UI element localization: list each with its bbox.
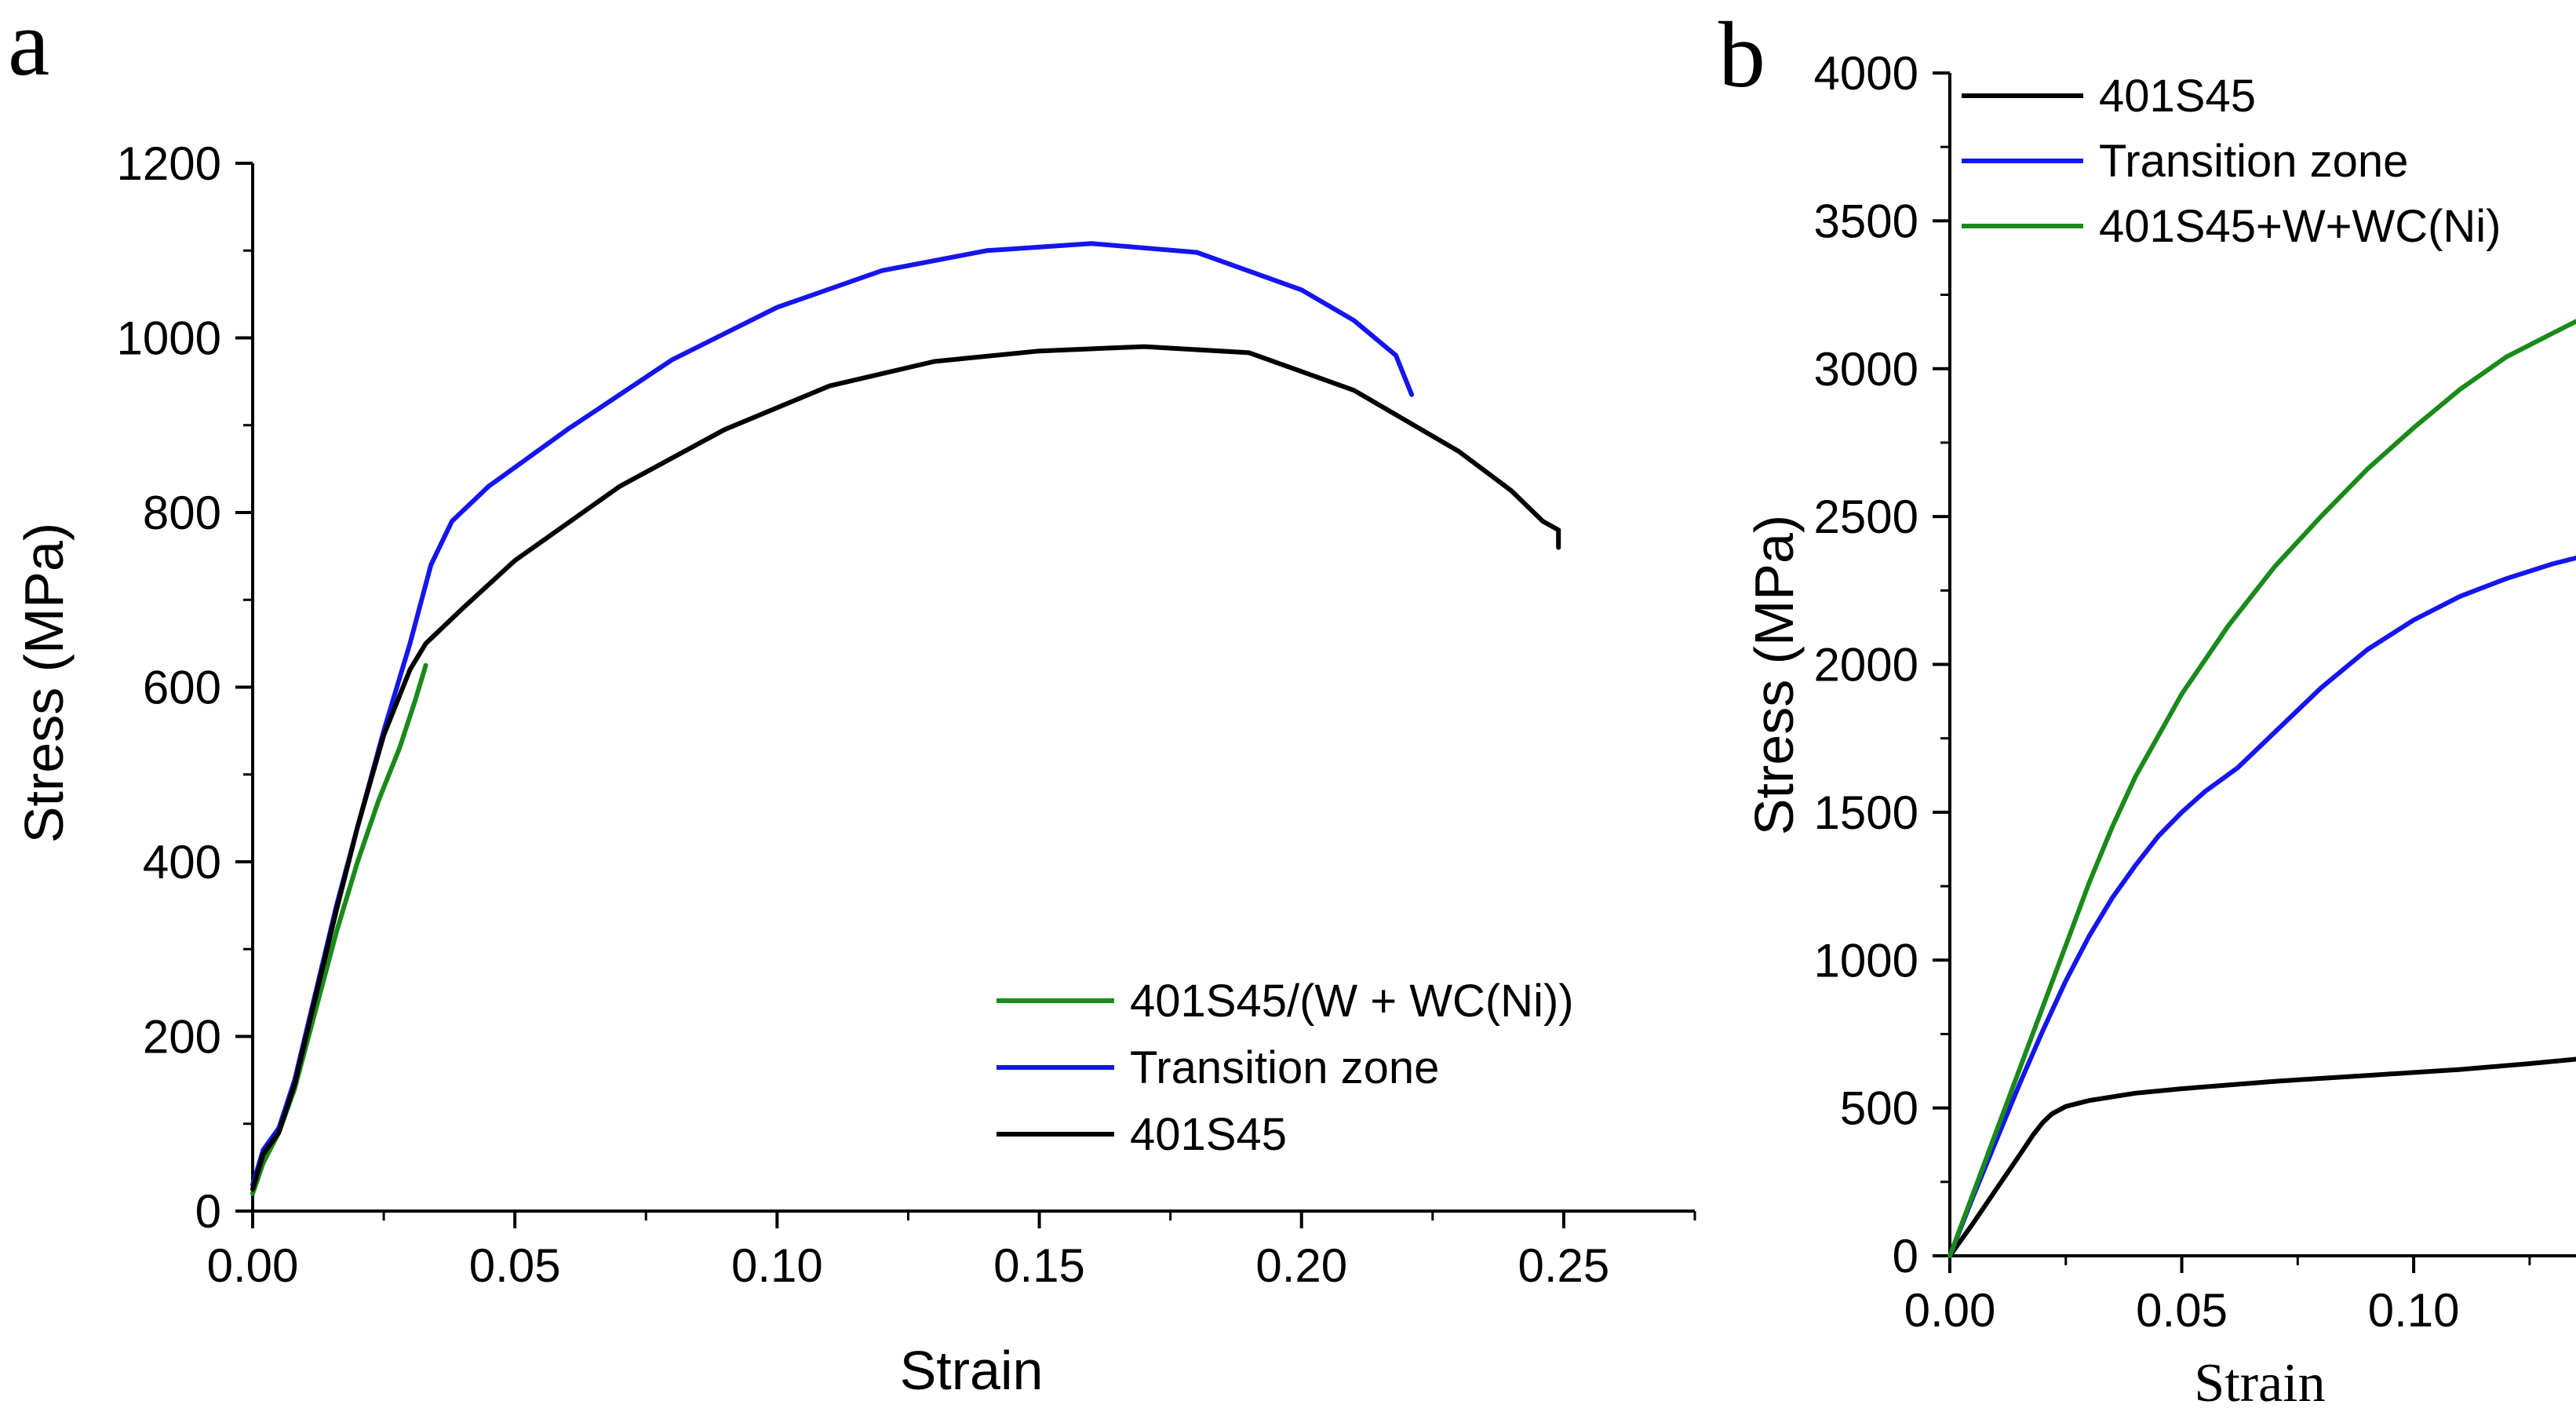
y-tick-label: 200 bbox=[143, 1011, 221, 1064]
panel-a-y-axis-title: Stress (MPa) bbox=[13, 523, 75, 843]
y-tick-label: 1000 bbox=[1814, 934, 1918, 987]
panel-b-legend: 401S45 Transition zone 401S45+W+WC(Ni) bbox=[1962, 71, 2501, 252]
y-tick-label: 1500 bbox=[1814, 786, 1918, 839]
x-tick-label: 0.05 bbox=[2136, 1284, 2228, 1337]
series-line-2 bbox=[1947, 555, 2576, 1258]
y-tick-label: 0 bbox=[1893, 1230, 1918, 1282]
panel-b-x-axis-title: Strain bbox=[2194, 1353, 2325, 1412]
y-tick-label: 500 bbox=[1840, 1082, 1918, 1135]
y-tick-label: 1000 bbox=[117, 312, 221, 365]
y-tick-label: 4000 bbox=[1814, 47, 1918, 100]
panel-a: a 0.00 0.05 0.10 0.15 0.20 0.25 0 200 400 600 800 1… bbox=[8, 0, 1696, 1401]
panel-a-series bbox=[250, 241, 1561, 1196]
y-tick-label: 2500 bbox=[1814, 491, 1918, 543]
legend-label: Transition zone bbox=[1130, 1042, 1439, 1093]
series-line-3 bbox=[1947, 319, 2576, 1258]
y-tick-label: 800 bbox=[143, 487, 221, 539]
y-tick-label: 0 bbox=[195, 1185, 221, 1238]
x-tick-label: 0.15 bbox=[993, 1239, 1085, 1292]
x-tick-label: 0.10 bbox=[2368, 1284, 2460, 1337]
legend-label: 401S45 bbox=[2099, 71, 2256, 122]
legend-label: 401S45 bbox=[1130, 1109, 1287, 1160]
legend-label: 401S45+W+WC(Ni) bbox=[2099, 201, 2501, 252]
y-tick-label: 600 bbox=[143, 662, 221, 714]
y-tick-label: 3000 bbox=[1814, 343, 1918, 396]
x-tick-label: 0.20 bbox=[1255, 1239, 1347, 1292]
series-line-3 bbox=[250, 344, 1561, 1192]
panel-b-axes: 0.00 0.05 0.10 0 500 1000 1500 2000 2500 3000 3500… bbox=[1814, 47, 2576, 1337]
panel-a-x-axis-title: Strain bbox=[900, 1340, 1044, 1401]
x-tick-label: 0.05 bbox=[469, 1239, 561, 1292]
legend-label: Transition zone bbox=[2099, 136, 2408, 187]
x-tick-label: 0.10 bbox=[731, 1239, 823, 1292]
series-line-1 bbox=[1947, 1056, 2576, 1258]
y-tick-label: 400 bbox=[143, 836, 221, 888]
panel-a-legend: 401S45/(W + WC(Ni)) Transition zone 401S45 bbox=[997, 976, 1574, 1160]
panel-a-axes: 0.00 0.05 0.10 0.15 0.20 0.25 0 200 400 600 800 100… bbox=[117, 137, 1696, 1292]
panel-b: b 0.00 0.05 0.10 0 500 1000 1500 2000 2500 3000 35… bbox=[1718, 2, 2576, 1412]
panel-b-letter: b bbox=[1718, 2, 1765, 107]
x-tick-label: 0.00 bbox=[207, 1239, 299, 1292]
legend-label: 401S45/(W + WC(Ni)) bbox=[1130, 976, 1574, 1027]
x-tick-label: 0.25 bbox=[1518, 1239, 1610, 1292]
panel-a-letter: a bbox=[8, 0, 49, 95]
panel-b-series bbox=[1947, 319, 2576, 1258]
y-tick-label: 1200 bbox=[117, 137, 221, 190]
x-tick-label: 0.00 bbox=[1904, 1284, 1996, 1337]
y-tick-label: 2000 bbox=[1814, 639, 1918, 691]
panel-b-y-axis-title: Stress (MPa) bbox=[1743, 515, 1805, 835]
y-tick-label: 3500 bbox=[1814, 195, 1918, 247]
